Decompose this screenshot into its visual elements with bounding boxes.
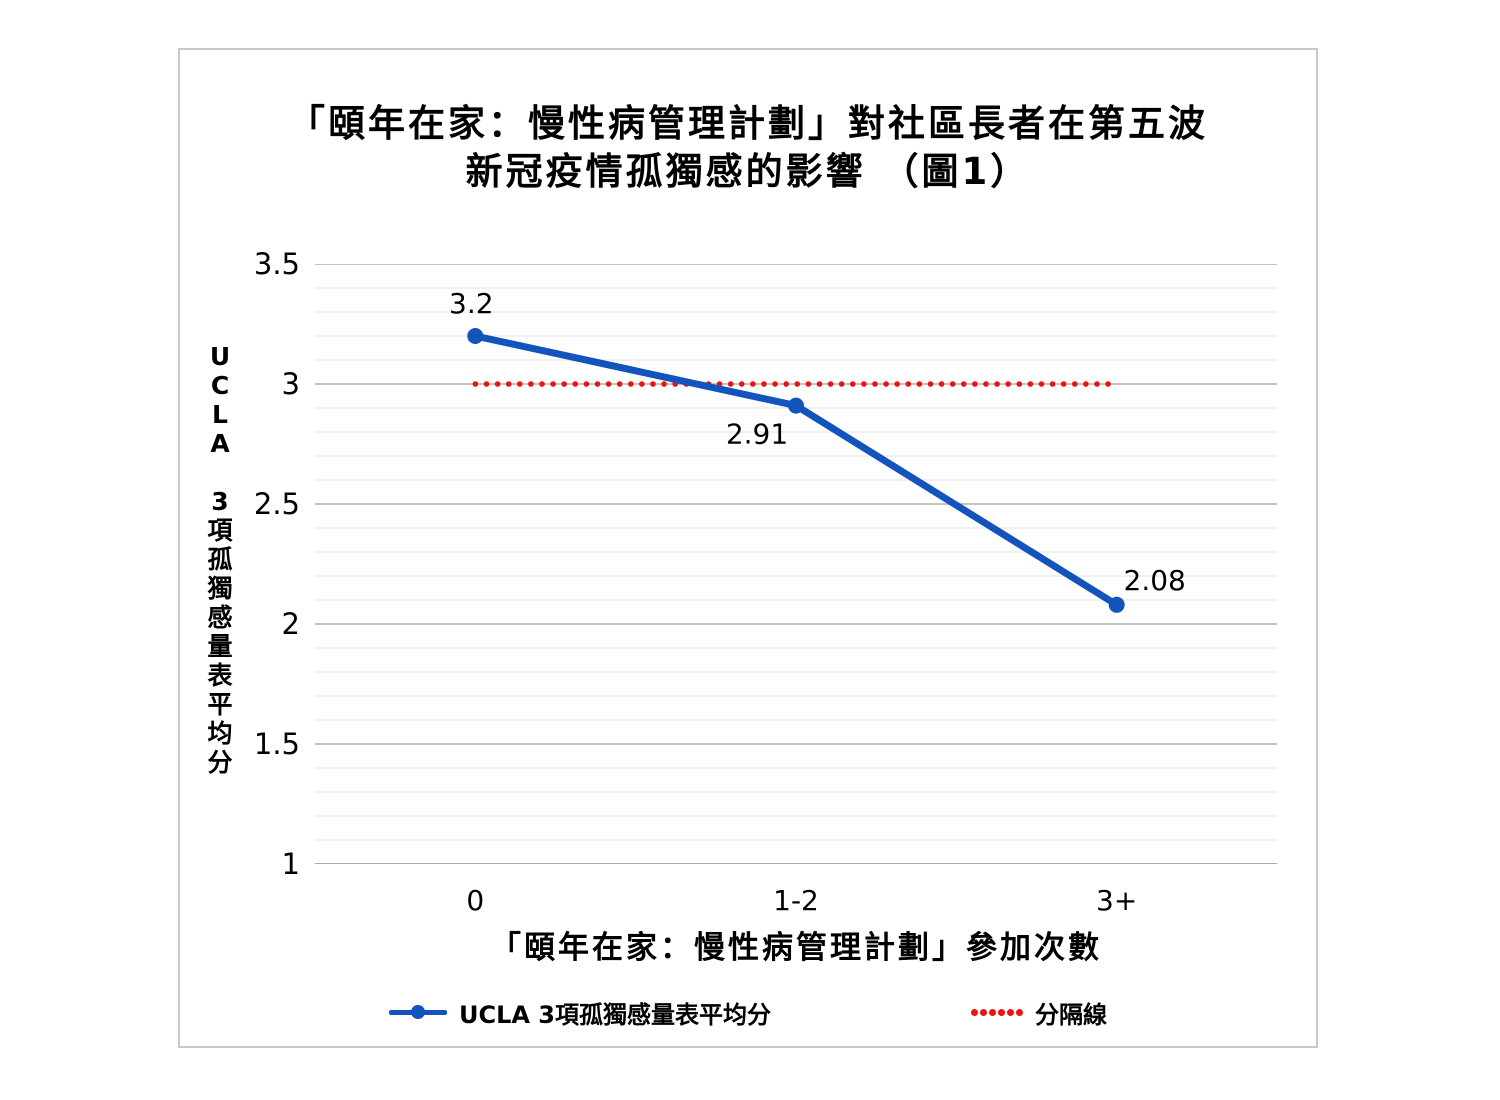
y-axis-title-char: 項 <box>207 516 233 545</box>
y-axis-title-char: 平 <box>207 690 233 719</box>
y-tick-label: 1 <box>281 847 300 881</box>
y-axis-title-char: A <box>210 429 230 458</box>
x-tick-label: 0 <box>466 884 485 917</box>
y-axis-title-char: 均 <box>207 719 233 748</box>
data-point-marker <box>788 397 804 414</box>
legend-dot <box>989 1008 997 1016</box>
y-axis-title-char: U <box>209 342 231 371</box>
series-line <box>471 332 1121 609</box>
y-axis-title-char: 表 <box>207 661 233 690</box>
legend-label: UCLA 3項孤獨感量表平均分 <box>458 1000 772 1029</box>
y-axis-title-char: 孤 <box>207 545 233 574</box>
y-tick-label: 2.5 <box>253 487 300 521</box>
x-tick-label: 1-2 <box>773 884 819 917</box>
legend-item: UCLA 3項孤獨感量表平均分 <box>388 995 772 1030</box>
chart-title: 「頤年在家：慢性病管理計劃」對社區長者在第五波 新冠疫情孤獨感的影響 （圖1） <box>180 100 1316 196</box>
chart-title-line2: 新冠疫情孤獨感的影響 （圖1） <box>465 150 1031 193</box>
data-label: 3.2 <box>449 287 494 320</box>
legend-dot <box>980 1008 988 1016</box>
legend-dotted-swatch <box>971 1008 1024 1016</box>
legend-dot <box>971 1008 979 1016</box>
data-point-marker <box>467 328 484 344</box>
y-axis-title-char: C <box>210 371 230 400</box>
legend-dot <box>1007 1008 1015 1016</box>
x-tick-label: 3+ <box>1096 884 1138 917</box>
legend-marker-dot <box>410 1005 425 1019</box>
y-tick-label: 1.5 <box>253 727 300 761</box>
y-axis-title-char: 分 <box>207 748 233 777</box>
y-tick-label: 3.5 <box>253 247 300 281</box>
legend-dot <box>998 1008 1006 1016</box>
data-point-marker <box>1108 596 1125 613</box>
y-axis-title-char <box>198 458 242 487</box>
y-axis-title-char: L <box>212 400 228 429</box>
y-axis-title-char: 感 <box>207 603 233 632</box>
legend-line-marker-swatch <box>388 1005 447 1019</box>
plot-area: 3.2 2.91 2.08 <box>315 264 1277 864</box>
x-axis-title: 「頤年在家：慢性病管理計劃」參加次數 <box>490 930 1102 966</box>
data-label: 2.08 <box>1124 564 1186 597</box>
y-tick-label: 3 <box>281 367 300 401</box>
legend-label: 分隔線 <box>1035 1000 1108 1029</box>
y-axis-title-char: 獨 <box>207 574 233 603</box>
y-axis-title-char: 3 <box>211 487 229 516</box>
chart-title-line1: 「頤年在家：慢性病管理計劃」對社區長者在第五波 <box>288 102 1208 145</box>
legend-dot <box>1016 1008 1024 1016</box>
legend-item: 分隔線 <box>971 995 1107 1030</box>
chart-card: 「頤年在家：慢性病管理計劃」對社區長者在第五波 新冠疫情孤獨感的影響 （圖1） … <box>178 48 1318 1048</box>
legend: UCLA 3項孤獨感量表平均分 分隔線 <box>180 988 1316 1036</box>
data-label: 2.91 <box>726 418 788 451</box>
y-tick-label: 2 <box>281 607 300 641</box>
y-axis-title-char: 量 <box>207 632 233 661</box>
